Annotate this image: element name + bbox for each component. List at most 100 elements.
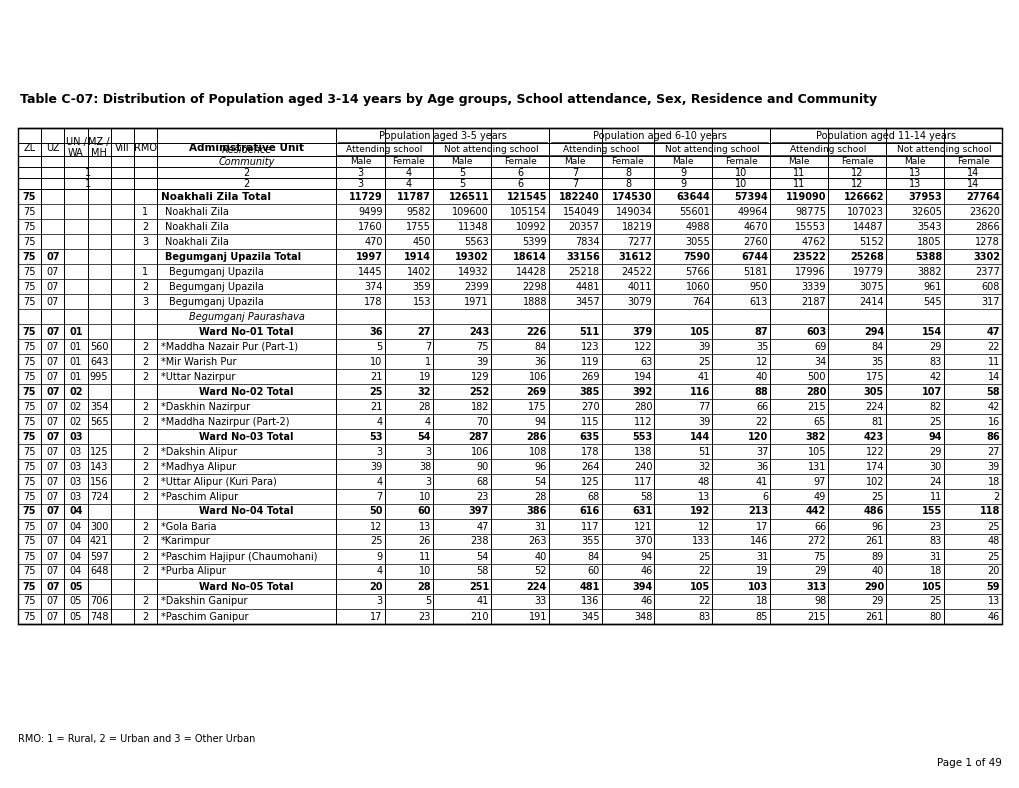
Text: Community: Community bbox=[218, 157, 274, 166]
Text: 83: 83 bbox=[929, 356, 942, 366]
Text: 83: 83 bbox=[929, 537, 942, 547]
Text: 560: 560 bbox=[90, 341, 108, 351]
Text: 153: 153 bbox=[413, 296, 431, 307]
Text: 3339: 3339 bbox=[801, 281, 825, 292]
Text: 25: 25 bbox=[871, 492, 883, 501]
Text: 17: 17 bbox=[370, 611, 382, 622]
Text: 287: 287 bbox=[468, 432, 488, 441]
Text: 3: 3 bbox=[357, 179, 363, 188]
Text: 63: 63 bbox=[640, 356, 652, 366]
Text: 191: 191 bbox=[528, 611, 546, 622]
Text: 20: 20 bbox=[986, 567, 999, 577]
Text: 03: 03 bbox=[69, 477, 82, 486]
Text: 122: 122 bbox=[633, 341, 652, 351]
Text: Male: Male bbox=[450, 157, 473, 166]
Text: 25: 25 bbox=[697, 552, 709, 562]
Text: *Paschim Alipur: *Paschim Alipur bbox=[161, 492, 238, 501]
Text: 1755: 1755 bbox=[406, 221, 431, 232]
Text: 105: 105 bbox=[689, 326, 709, 336]
Text: 21: 21 bbox=[370, 402, 382, 411]
Text: 07: 07 bbox=[47, 522, 59, 531]
Text: Population aged 11-14 years: Population aged 11-14 years bbox=[815, 131, 955, 140]
Text: 25: 25 bbox=[986, 552, 999, 562]
Text: 6: 6 bbox=[517, 168, 523, 177]
Text: 23620: 23620 bbox=[968, 206, 999, 217]
Text: 07: 07 bbox=[46, 582, 59, 592]
Text: 597: 597 bbox=[90, 552, 108, 562]
Text: 31: 31 bbox=[929, 552, 942, 562]
Text: 4762: 4762 bbox=[801, 236, 825, 247]
Text: 41: 41 bbox=[476, 597, 488, 607]
Text: 5: 5 bbox=[425, 597, 431, 607]
Text: 2: 2 bbox=[143, 611, 149, 622]
Text: Table C-07: Distribution of Population aged 3-14 years by Age groups, School att: Table C-07: Distribution of Population a… bbox=[20, 93, 876, 106]
Text: 14: 14 bbox=[966, 168, 978, 177]
Text: 385: 385 bbox=[579, 386, 599, 396]
Text: 109600: 109600 bbox=[451, 206, 488, 217]
Text: 261: 261 bbox=[865, 611, 883, 622]
Text: 121: 121 bbox=[633, 522, 652, 531]
Text: 14: 14 bbox=[966, 179, 978, 188]
Text: 13: 13 bbox=[419, 522, 431, 531]
Text: 14: 14 bbox=[986, 371, 999, 381]
Text: 11348: 11348 bbox=[458, 221, 488, 232]
Text: 156: 156 bbox=[90, 477, 108, 486]
Text: *Karimpur: *Karimpur bbox=[161, 537, 211, 547]
Text: 143: 143 bbox=[90, 462, 108, 471]
Text: 8: 8 bbox=[625, 179, 631, 188]
Text: 511: 511 bbox=[579, 326, 599, 336]
Text: 23522: 23522 bbox=[792, 251, 825, 262]
Text: 374: 374 bbox=[364, 281, 382, 292]
Text: 5: 5 bbox=[459, 168, 465, 177]
Text: 51: 51 bbox=[697, 447, 709, 456]
Text: 126511: 126511 bbox=[448, 191, 488, 202]
Text: 1914: 1914 bbox=[404, 251, 431, 262]
Text: 238: 238 bbox=[470, 537, 488, 547]
Text: 3457: 3457 bbox=[575, 296, 599, 307]
Text: 07: 07 bbox=[47, 266, 59, 277]
Text: 616: 616 bbox=[579, 507, 599, 516]
Text: 224: 224 bbox=[526, 582, 546, 592]
Text: 12: 12 bbox=[850, 168, 862, 177]
Text: 120: 120 bbox=[747, 432, 767, 441]
Text: 125: 125 bbox=[90, 447, 108, 456]
Text: 07: 07 bbox=[47, 402, 59, 411]
Text: 07: 07 bbox=[46, 386, 59, 396]
Text: *Gola Baria: *Gola Baria bbox=[161, 522, 216, 531]
Text: 12: 12 bbox=[697, 522, 709, 531]
Text: 75: 75 bbox=[23, 371, 36, 381]
Text: 81: 81 bbox=[871, 417, 883, 426]
Text: 1: 1 bbox=[85, 168, 91, 177]
Text: 87: 87 bbox=[754, 326, 767, 336]
Text: 65: 65 bbox=[813, 417, 825, 426]
Text: *Mir Warish Pur: *Mir Warish Pur bbox=[161, 356, 236, 366]
Text: 29: 29 bbox=[871, 597, 883, 607]
Text: 4: 4 bbox=[376, 477, 382, 486]
Text: 37953: 37953 bbox=[907, 191, 942, 202]
Text: 10: 10 bbox=[419, 567, 431, 577]
Text: 10: 10 bbox=[735, 168, 747, 177]
Text: 32: 32 bbox=[697, 462, 709, 471]
Text: 94: 94 bbox=[534, 417, 546, 426]
Text: 39: 39 bbox=[986, 462, 999, 471]
Text: 37: 37 bbox=[755, 447, 767, 456]
Text: 3075: 3075 bbox=[859, 281, 883, 292]
Text: 60: 60 bbox=[417, 507, 431, 516]
Text: 39: 39 bbox=[476, 356, 488, 366]
Text: 75: 75 bbox=[23, 477, 36, 486]
Text: 4: 4 bbox=[406, 179, 412, 188]
Text: 122: 122 bbox=[865, 447, 883, 456]
Text: 442: 442 bbox=[805, 507, 825, 516]
Text: 269: 269 bbox=[526, 386, 546, 396]
Text: 04: 04 bbox=[69, 552, 82, 562]
Text: 359: 359 bbox=[413, 281, 431, 292]
Text: Vill: Vill bbox=[115, 143, 129, 153]
Text: 182: 182 bbox=[470, 402, 488, 411]
Text: 603: 603 bbox=[805, 326, 825, 336]
Text: 58: 58 bbox=[985, 386, 999, 396]
Text: 58: 58 bbox=[476, 567, 488, 577]
Text: 07: 07 bbox=[47, 371, 59, 381]
Text: Ward No-01 Total: Ward No-01 Total bbox=[199, 326, 293, 336]
Text: 3: 3 bbox=[376, 447, 382, 456]
Text: 96: 96 bbox=[871, 522, 883, 531]
